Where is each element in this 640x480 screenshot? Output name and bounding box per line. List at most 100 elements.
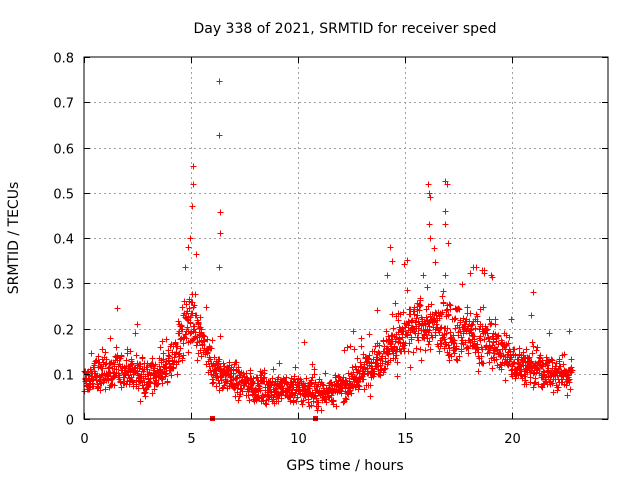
data-point	[564, 392, 571, 399]
data-point	[216, 132, 223, 139]
data-point	[233, 359, 240, 366]
data-point	[436, 329, 443, 336]
data-point	[287, 398, 294, 405]
data-point	[198, 326, 205, 333]
data-point	[511, 346, 518, 353]
data-point	[300, 397, 307, 404]
data-point	[371, 348, 378, 355]
data-point	[544, 362, 551, 369]
data-point	[426, 221, 433, 228]
data-point	[484, 326, 491, 333]
data-point	[380, 369, 387, 376]
data-point	[440, 288, 447, 295]
data-point	[516, 345, 523, 352]
data-point	[343, 396, 350, 403]
axes: 0 0.1 0.2 0.3 0.4 0.5 0.6 0.7 0.8 0 5 10 15 20	[53, 52, 608, 447]
data-point	[523, 381, 530, 388]
data-point	[469, 321, 476, 328]
data-point	[439, 293, 446, 300]
data-point	[166, 353, 173, 360]
data-point	[456, 306, 463, 313]
data-point	[272, 386, 279, 393]
data-point	[132, 330, 139, 337]
data-point	[526, 354, 533, 361]
data-point	[471, 338, 478, 345]
data-point	[340, 399, 347, 406]
data-point	[530, 343, 537, 350]
data-point	[213, 383, 220, 390]
data-point	[511, 359, 518, 366]
data-point	[425, 181, 432, 188]
data-point	[451, 337, 458, 344]
data-point	[527, 359, 534, 366]
data-point	[408, 334, 415, 341]
data-point	[563, 382, 570, 389]
data-point	[184, 324, 191, 331]
data-point	[414, 312, 421, 319]
data-point	[179, 304, 186, 311]
data-point	[187, 235, 194, 242]
data-point	[495, 332, 502, 339]
data-point	[566, 328, 573, 335]
data-point	[502, 377, 509, 384]
data-point	[180, 340, 187, 347]
data-point	[452, 346, 459, 353]
data-point	[174, 371, 181, 378]
data-point	[209, 337, 216, 344]
data-point	[522, 362, 529, 369]
data-point	[193, 251, 200, 258]
data-point	[164, 379, 171, 386]
data-point	[389, 258, 396, 265]
data-point	[247, 367, 254, 374]
data-point	[529, 350, 536, 357]
data-point	[528, 358, 535, 365]
data-point	[432, 259, 439, 266]
data-point	[315, 399, 322, 406]
data-point	[486, 338, 493, 345]
data-point	[191, 302, 198, 309]
data-point	[517, 363, 524, 370]
data-point	[445, 312, 452, 319]
data-point	[114, 305, 121, 312]
x-tick-label: 15	[397, 432, 414, 447]
x-tick-label: 5	[187, 432, 195, 447]
data-point	[190, 181, 197, 188]
data-point	[453, 343, 460, 350]
data-point	[308, 402, 315, 409]
data-point	[146, 369, 153, 376]
data-point	[88, 350, 95, 357]
data-point	[160, 350, 167, 357]
data-point	[505, 340, 512, 347]
data-point	[291, 376, 298, 383]
data-point	[309, 361, 316, 368]
y-tick-label: 0.8	[53, 52, 74, 67]
data-points	[81, 78, 576, 421]
data-point	[376, 371, 383, 378]
data-point	[137, 378, 144, 385]
data-point	[303, 375, 310, 382]
data-point	[438, 340, 445, 347]
data-point	[142, 389, 149, 396]
data-point	[358, 343, 365, 350]
data-point	[533, 347, 540, 354]
data-point	[465, 323, 472, 330]
data-point	[486, 316, 493, 323]
data-point	[175, 318, 182, 325]
data-point	[204, 336, 211, 343]
data-point	[529, 339, 536, 346]
data-point	[418, 357, 425, 364]
data-point	[454, 357, 461, 364]
data-point	[443, 330, 450, 337]
data-point	[323, 399, 330, 406]
data-point	[217, 209, 224, 216]
data-point	[187, 314, 194, 321]
data-point	[113, 344, 120, 351]
data-point	[273, 382, 280, 389]
data-point	[347, 343, 354, 350]
data-point	[382, 365, 389, 372]
data-point	[556, 356, 563, 363]
data-point	[376, 350, 383, 357]
data-point	[344, 344, 351, 351]
data-point	[549, 380, 556, 387]
